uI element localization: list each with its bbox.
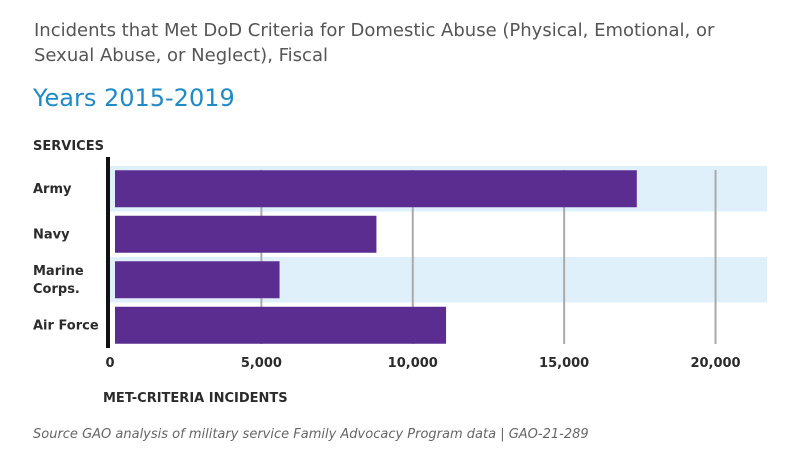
bar-marine-corps bbox=[115, 261, 280, 299]
bar-navy bbox=[115, 215, 377, 253]
category-label: Navy bbox=[33, 227, 70, 242]
category-label: Army bbox=[33, 182, 72, 197]
category-label-line: Corps. bbox=[33, 282, 80, 297]
category-label: Marine Corps. bbox=[33, 264, 84, 297]
x-tick-label: 0 bbox=[105, 356, 114, 371]
x-tick-label: 5,000 bbox=[241, 356, 282, 371]
category-label-line: Navy bbox=[33, 227, 70, 242]
x-tick-label: 15,000 bbox=[539, 356, 589, 371]
bar-chart: SERVICES MET-CRITERIA INCIDENTS Army Navy… bbox=[33, 139, 767, 406]
category-label: Air Force bbox=[33, 318, 99, 333]
category-labels: Army Navy Marine Corps. Air Force bbox=[33, 182, 99, 334]
x-axis-label: MET-CRITERIA INCIDENTS bbox=[103, 391, 288, 406]
chart-subtitle: Years 2015-2019 bbox=[33, 84, 235, 112]
category-label-line: Marine bbox=[33, 264, 84, 279]
chart-title: Incidents that Met DoD Criteria for Dome… bbox=[34, 20, 715, 66]
category-label-line: Army bbox=[33, 182, 72, 197]
bar-army bbox=[115, 170, 637, 208]
source-note: Source GAO analysis of military service … bbox=[33, 427, 589, 442]
bar-air-force bbox=[115, 306, 447, 344]
category-label-line: Air Force bbox=[33, 318, 99, 333]
x-tick-labels: 0 5,000 10,000 15,000 20,000 bbox=[105, 356, 740, 371]
y-axis-label: SERVICES bbox=[33, 139, 104, 154]
x-tick-label: 20,000 bbox=[690, 356, 740, 371]
bars bbox=[115, 170, 637, 344]
x-tick-label: 10,000 bbox=[388, 356, 438, 371]
